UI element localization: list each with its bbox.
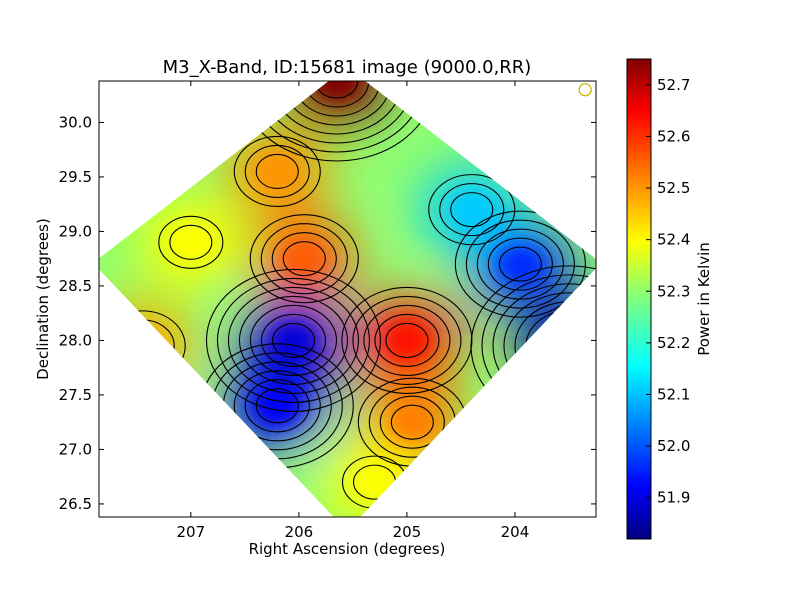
colorbar-tick-label: 52.2	[657, 334, 690, 352]
contour-line	[227, 286, 360, 394]
contour-line	[244, 379, 310, 433]
contour-line	[238, 81, 436, 162]
contour-line	[260, 313, 327, 367]
colorbar-tick-label: 52.1	[657, 385, 690, 403]
heatmap-feature-core	[168, 224, 213, 261]
y-tick-label: 28.5	[59, 277, 92, 295]
contour-line	[271, 81, 403, 135]
contour-line	[454, 210, 586, 318]
y-tick-label: 29.0	[59, 222, 92, 240]
colorbar-tick-label: 52.7	[657, 76, 690, 94]
y-tick-label: 27.0	[59, 440, 92, 458]
heatmap-feature-core	[384, 322, 429, 359]
contour-line	[233, 135, 321, 208]
contour-line	[487, 237, 553, 291]
contour-line	[271, 232, 337, 286]
contour-line	[363, 304, 451, 376]
heatmap-feature-core	[390, 404, 435, 441]
heatmap-feature-core	[314, 81, 359, 99]
plot-area	[98, 80, 597, 518]
y-tick-label: 29.5	[59, 168, 92, 186]
y-axis: 26.5 27.0 27.5 28.0 28.5 29.0 29.5 30.0	[59, 113, 596, 513]
x-tick-label: 206	[285, 523, 314, 541]
plot-frame	[98, 80, 597, 518]
contour-line	[341, 286, 473, 394]
y-tick-label: 26.5	[59, 495, 92, 513]
heatmap-feature-core	[498, 246, 543, 283]
contour-line	[282, 81, 392, 126]
colorbar-tick-label: 52.6	[657, 127, 690, 145]
heatmap-feature-core	[255, 387, 300, 424]
colorbar-label: Power in Kelvin	[695, 242, 713, 356]
contour-line	[428, 174, 516, 246]
y-tick-label: 27.5	[59, 386, 92, 404]
contour-line	[352, 295, 462, 385]
contour-line	[233, 370, 321, 442]
marker-circle	[578, 83, 592, 97]
contour-line	[293, 81, 381, 117]
y-axis-label: Declination (degrees)	[34, 218, 52, 380]
contour-line	[260, 223, 348, 295]
contour-line	[374, 313, 440, 367]
colorbar-tick-label: 51.9	[657, 489, 690, 507]
heatmap-feature-core	[255, 153, 300, 190]
contour-line	[169, 224, 213, 260]
contour-line	[158, 215, 224, 269]
colorbar: 51.9 52.0 52.1 52.2 52.3 52.4 52.5 52.6 52.7 Pow…	[626, 58, 713, 540]
x-tick-label: 205	[393, 523, 422, 541]
contour-line	[249, 81, 425, 153]
contour-line	[439, 183, 505, 237]
x-tick-label: 207	[177, 523, 206, 541]
heatmap-feature-core	[282, 240, 327, 277]
chart-title: M3_X-Band, ID:15681 image (9000.0,RR)	[163, 57, 532, 78]
colorbar-tick-label: 52.4	[657, 231, 690, 249]
contour-line	[238, 295, 349, 385]
heatmap-feature-core	[271, 322, 316, 359]
colorbar-ticks: 51.9 52.0 52.1 52.2 52.3 52.4 52.5 52.6 52.7	[646, 76, 690, 507]
contour-line	[282, 241, 326, 277]
contour-line	[379, 395, 445, 449]
colorbar-tick-label: 52.3	[657, 282, 690, 300]
contour-line	[271, 322, 316, 358]
colorbar-gradient	[627, 59, 651, 539]
x-axis-label: Right Ascension (degrees)	[249, 540, 446, 558]
contour-line	[476, 228, 564, 300]
contour-line	[249, 214, 359, 304]
contour-line	[205, 268, 382, 412]
contour-line	[304, 81, 370, 108]
contour-line	[255, 153, 299, 190]
contour-line	[249, 304, 338, 376]
x-axis: 207 206 205 204	[177, 81, 530, 541]
contour-line	[450, 192, 494, 228]
contour-line	[216, 277, 371, 403]
contour-line	[315, 81, 359, 99]
colorbar-tick-label: 52.0	[657, 437, 690, 455]
x-tick-label: 204	[501, 523, 530, 541]
contour-line	[385, 322, 429, 358]
contour-line	[260, 81, 414, 144]
contour-line	[244, 144, 310, 199]
colorbar-frame	[626, 58, 652, 540]
heatmap-feature	[284, 81, 389, 125]
colorbar-tick-label: 52.5	[657, 179, 690, 197]
contour-line	[390, 404, 434, 440]
contour-line	[498, 246, 542, 282]
contour-line	[465, 219, 575, 309]
y-tick-label: 28.0	[59, 331, 92, 349]
y-tick-label: 30.0	[59, 113, 92, 131]
heatmap-feature-core	[449, 191, 494, 228]
contour-line	[255, 388, 299, 424]
